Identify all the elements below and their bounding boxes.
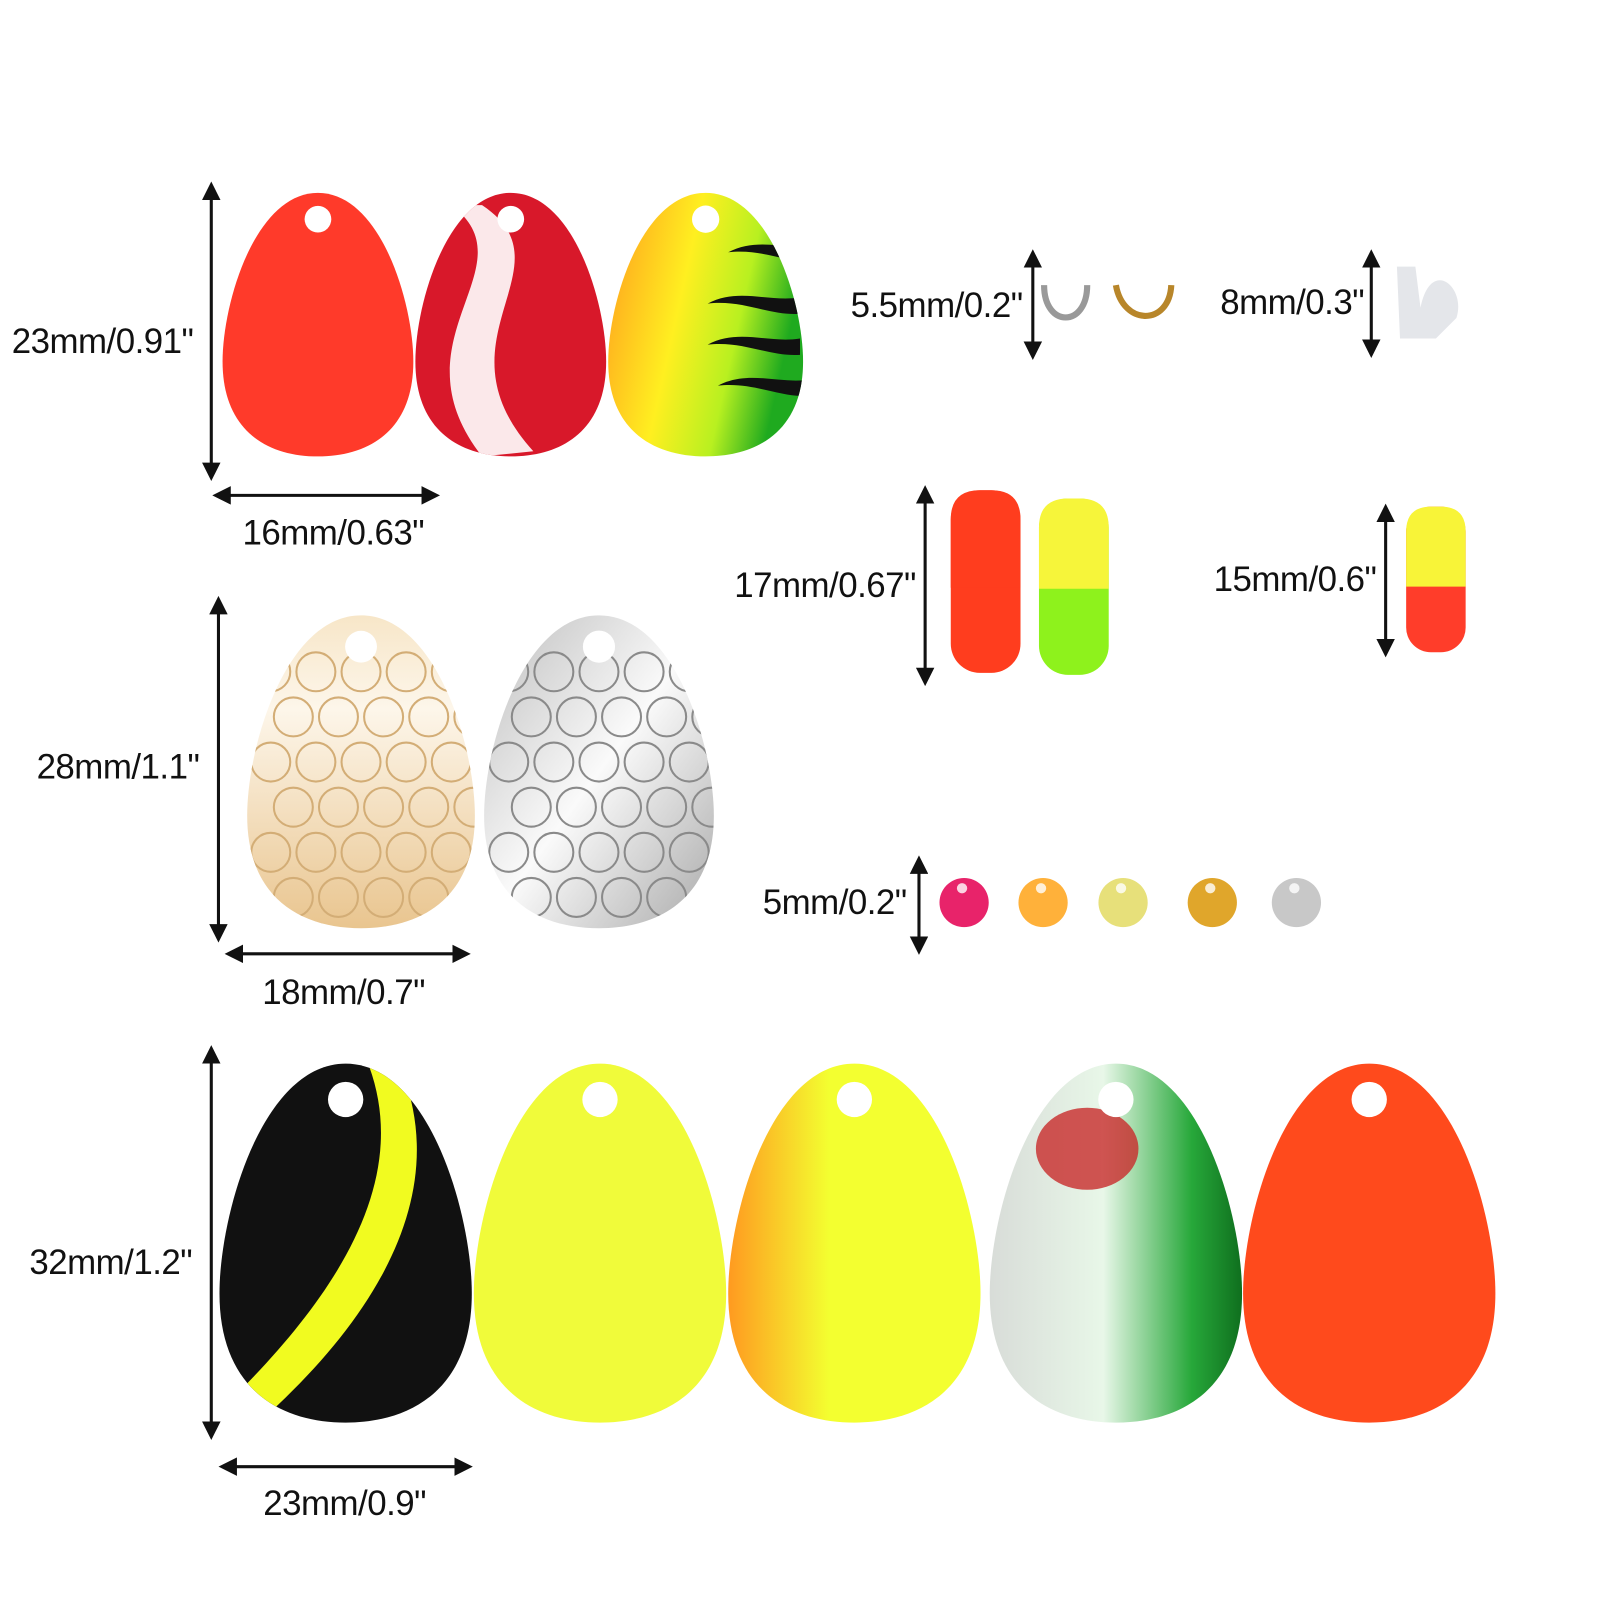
- dimple: [646, 696, 688, 738]
- dimension-label: 17mm/0.67": [734, 566, 916, 605]
- blade-hole: [582, 630, 616, 663]
- spinner-blade: [728, 1063, 981, 1423]
- blade-hole: [692, 205, 720, 233]
- stripe: [235, 1066, 417, 1416]
- dimension-label: 32mm/1.2": [29, 1243, 192, 1282]
- dimple: [668, 831, 710, 873]
- dimple: [533, 651, 575, 693]
- dimension-label: 8mm/0.3": [1220, 283, 1364, 322]
- bead: [1098, 877, 1148, 928]
- spinner-blade: [1243, 1063, 1496, 1423]
- dimple: [295, 651, 337, 693]
- dimple: [385, 831, 427, 873]
- dimple: [430, 651, 472, 693]
- blade-hole: [304, 205, 332, 233]
- clevis: [1041, 284, 1091, 321]
- bead: [1271, 877, 1322, 928]
- dimple: [601, 876, 643, 918]
- dimension-label: 5.5mm/0.2": [851, 286, 1023, 325]
- dimple: [555, 786, 597, 828]
- dimple: [340, 831, 382, 873]
- dimple: [363, 876, 405, 918]
- clip: [1396, 266, 1459, 339]
- dimple: [555, 876, 597, 918]
- stripe: [449, 205, 534, 457]
- blade-hole: [1098, 1081, 1134, 1118]
- dimple: [601, 696, 643, 738]
- blade-hole: [327, 1081, 364, 1118]
- dimple: [453, 696, 475, 738]
- dimple: [272, 786, 314, 828]
- dimple: [295, 831, 337, 873]
- bead-hole: [1289, 883, 1300, 894]
- dimple: [272, 696, 314, 738]
- spinner-blade: [247, 615, 475, 929]
- bead: [1018, 877, 1068, 928]
- dimple: [363, 696, 405, 738]
- dimension-label: 23mm/0.91": [12, 322, 194, 361]
- dimension-label: 16mm/0.63": [243, 514, 425, 553]
- spinner-blade: [484, 615, 714, 929]
- dimple: [340, 741, 382, 783]
- dimple: [453, 876, 475, 918]
- spinner-blade: [473, 1063, 727, 1423]
- blade-hole: [1351, 1081, 1387, 1118]
- red-spot: [1035, 1107, 1139, 1190]
- dimple: [363, 786, 405, 828]
- bead-hole: [1035, 883, 1047, 894]
- dimple: [533, 741, 575, 783]
- blade-hole: [836, 1081, 873, 1118]
- dimple: [317, 786, 359, 828]
- dimple: [555, 696, 597, 738]
- float-top: [1038, 498, 1109, 589]
- tiger-stripe: [707, 295, 800, 315]
- dimple: [623, 831, 665, 873]
- dimple: [601, 786, 643, 828]
- blade-hole: [345, 630, 377, 663]
- dimple: [691, 876, 714, 918]
- bead: [939, 877, 989, 928]
- dimple: [408, 786, 450, 828]
- dimple: [623, 741, 665, 783]
- dimple: [250, 651, 292, 693]
- dimple: [691, 786, 714, 828]
- spinner-blade: [219, 1063, 472, 1423]
- float-top: [1406, 506, 1466, 587]
- dimension-label: 18mm/0.7": [262, 973, 425, 1012]
- dimension-label: 28mm/1.1": [37, 747, 200, 786]
- dimple: [408, 696, 450, 738]
- dimension-label: 5mm/0.2": [763, 883, 907, 922]
- dimple: [691, 696, 714, 738]
- dimple: [510, 786, 552, 828]
- dimple: [385, 741, 427, 783]
- items: [219, 192, 1496, 1423]
- tiger-stripe: [717, 377, 804, 396]
- bead: [1187, 877, 1237, 928]
- tiger-stripe: [707, 336, 800, 356]
- dimple: [317, 876, 359, 918]
- dimple: [623, 651, 665, 693]
- dimple: [578, 741, 620, 783]
- blade-hole: [582, 1081, 618, 1118]
- dimple: [510, 696, 552, 738]
- dimple: [317, 696, 359, 738]
- dimple: [533, 831, 575, 873]
- dimple: [578, 831, 620, 873]
- spinner-blade: [222, 192, 414, 457]
- bead-hole: [1115, 883, 1127, 894]
- blade-hole: [497, 205, 525, 233]
- bead-hole: [956, 883, 968, 894]
- dimple: [488, 831, 530, 873]
- dimension-label: 23mm/0.9": [263, 1484, 426, 1523]
- spinner-blade: [608, 192, 804, 457]
- float-top: [950, 490, 1021, 588]
- bead-hole: [1205, 883, 1216, 894]
- dimple: [385, 651, 427, 693]
- dimension-label: 15mm/0.6": [1214, 560, 1377, 599]
- dimple: [295, 741, 337, 783]
- dimple: [646, 786, 688, 828]
- clevis: [1112, 284, 1175, 319]
